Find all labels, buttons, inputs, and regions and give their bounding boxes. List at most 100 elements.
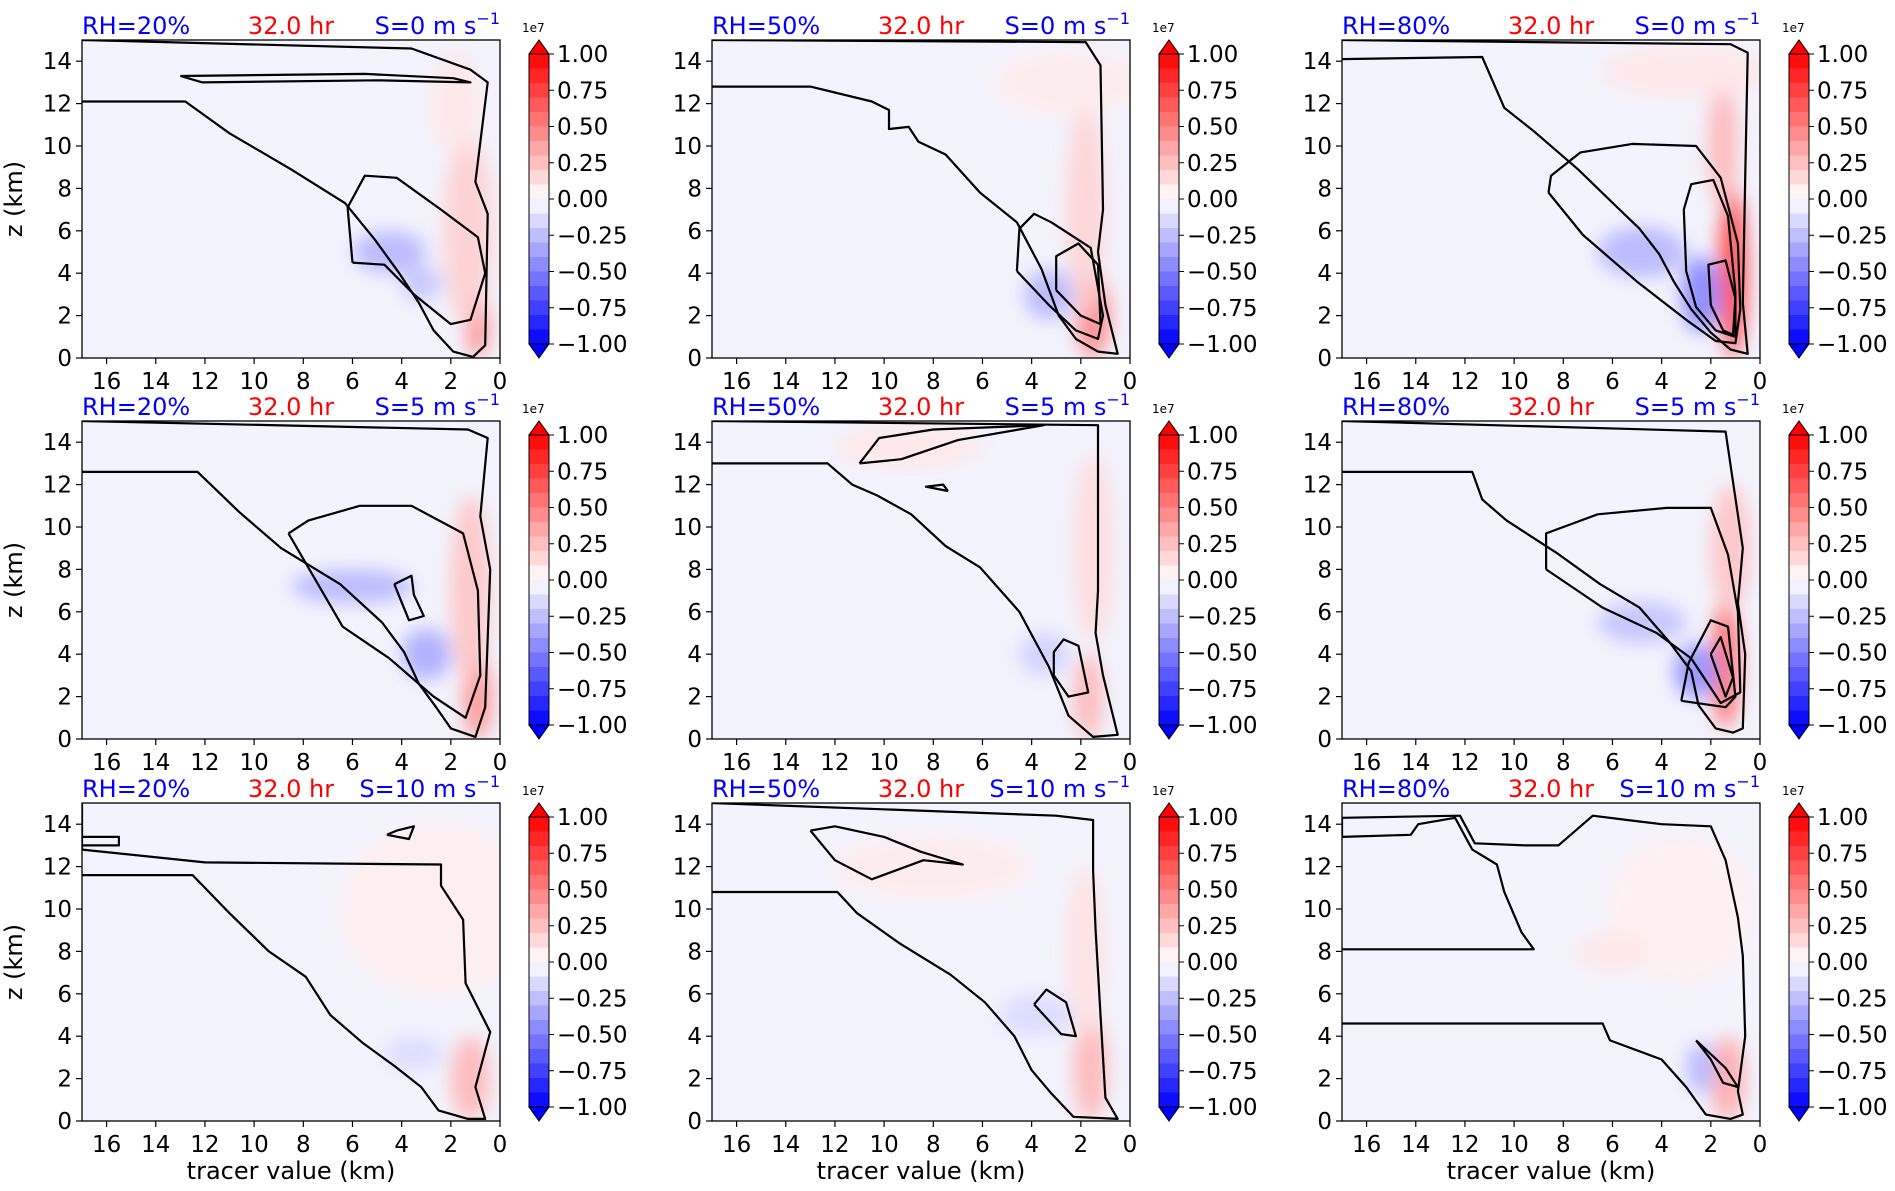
x-tick-label: 8: [926, 1132, 941, 1158]
colorbar-band: [529, 228, 549, 244]
x-tick-label: 12: [190, 1132, 219, 1158]
x-tick-label: 2: [444, 750, 459, 776]
x-tick-label: 0: [1123, 750, 1138, 776]
colorbar-band: [529, 580, 549, 596]
field-blob: [999, 993, 1074, 1037]
colorbar-tick-label: −0.75: [1817, 296, 1887, 322]
x-tick-label: 8: [926, 750, 941, 776]
colorbar-band: [529, 54, 549, 70]
x-tick-label: 0: [1123, 369, 1138, 395]
shear-exponent: −1: [1736, 9, 1760, 28]
x-tick-label: 2: [1704, 1132, 1719, 1158]
colorbar-multiplier: 1e7: [1152, 402, 1175, 416]
y-tick-label: 4: [1317, 642, 1332, 668]
colorbar: 1.00 0.75 0.50 0.25 0.00 −0.25 −0.50 −0.75 −1.00…: [522, 402, 627, 740]
panel-7: 16 14 12 10 8 6 4 2 0 0 2 4 6 8 10 12 14 RH=20% 32.0 hr S=1…: [0, 772, 627, 1185]
x-tick-label: 4: [1654, 369, 1669, 395]
panel-rh-label: RH=80%: [1342, 393, 1450, 421]
panel-rh-label: RH=80%: [1342, 775, 1450, 803]
colorbar-band: [1789, 68, 1809, 84]
y-tick-label: 6: [57, 600, 72, 626]
panel-time-label: 32.0 hr: [248, 775, 334, 803]
x-tick-label: 10: [239, 1132, 268, 1158]
colorbar-band: [1159, 551, 1179, 567]
y-tick-label: 0: [1317, 346, 1332, 372]
x-tick-label: 14: [141, 369, 170, 395]
contour-inner: [1695, 1039, 1739, 1089]
colorbar-tick-label: 0.25: [1187, 914, 1238, 940]
colorbar: 1.00 0.75 0.50 0.25 0.00 −0.25 −0.50 −0.75 −1.00…: [1782, 402, 1887, 740]
colorbar-tick-label: 0.75: [557, 78, 608, 104]
colorbar-tick-label: −0.25: [1187, 986, 1257, 1012]
contour-lines: [1342, 40, 1749, 355]
colorbar-band: [529, 889, 549, 905]
x-tick-label: 8: [926, 369, 941, 395]
colorbar-band: [1159, 213, 1179, 229]
y-tick-label: 8: [687, 557, 702, 583]
panel-shear-label: S=10 m s−1: [359, 772, 500, 803]
x-tick-label: 2: [444, 369, 459, 395]
colorbar-tick-label: −0.50: [557, 641, 627, 667]
contour-inner: [1052, 638, 1090, 698]
contour-lines: [82, 40, 489, 358]
x-tick-label: 12: [190, 369, 219, 395]
colorbar-extend-min: [1788, 343, 1810, 359]
colorbar-tick-label: −0.25: [1817, 604, 1887, 630]
contour-inner: [1033, 988, 1077, 1038]
colorbar-tick-label: −0.75: [557, 1059, 627, 1085]
colorbar-band: [1159, 286, 1179, 302]
panel-time-label: 32.0 hr: [878, 775, 964, 803]
colorbar-tick-label: −0.75: [557, 677, 627, 703]
shear-exponent: −1: [476, 390, 500, 409]
colorbar-band: [1159, 594, 1179, 610]
colorbar-band: [1789, 213, 1809, 229]
colorbar-band: [529, 478, 549, 494]
x-tick-label: 10: [869, 750, 898, 776]
colorbar-band: [529, 594, 549, 610]
colorbar-band: [1159, 565, 1179, 581]
colorbar-band: [529, 329, 549, 345]
colorbar-band: [1789, 242, 1809, 258]
field-blob: [1019, 633, 1069, 676]
plot-frame: [1341, 39, 1761, 359]
colorbar-tick-label: 1.00: [1187, 805, 1238, 831]
contour-outer: [1342, 421, 1747, 734]
colorbar-tick-label: −0.75: [1817, 677, 1887, 703]
colorbar-band: [1789, 155, 1809, 171]
colorbar-band: [1789, 228, 1809, 244]
y-tick-label: 6: [1317, 600, 1332, 626]
shear-exponent: −1: [1106, 9, 1130, 28]
colorbar-band: [529, 493, 549, 509]
colorbar-band: [529, 435, 549, 451]
colorbar-extend-max: [1158, 420, 1180, 436]
colorbar-tick-label: 0.00: [1817, 187, 1868, 213]
colorbar-band: [1789, 976, 1809, 992]
colorbar-band: [529, 449, 549, 465]
y-tick-label: 2: [687, 1067, 702, 1093]
shear-exponent: −1: [1106, 390, 1130, 409]
colorbar-band: [1789, 1049, 1809, 1065]
colorbar-tick-label: 0.25: [557, 532, 608, 558]
x-tick-label: 16: [722, 1132, 751, 1158]
panel-time-label: 32.0 hr: [878, 393, 964, 421]
colorbar-multiplier: 1e7: [1782, 402, 1805, 416]
colorbar-band: [1789, 875, 1809, 891]
colorbar-band: [529, 638, 549, 654]
colorbar-band: [529, 126, 549, 142]
field-layer: [352, 50, 493, 358]
colorbar-band: [529, 1049, 549, 1065]
colorbar-band: [1159, 228, 1179, 244]
colorbar-band: [1789, 300, 1809, 316]
colorbar-band: [1159, 638, 1179, 654]
colorbar-multiplier: 1e7: [1782, 21, 1805, 35]
plot-frame: [1341, 802, 1761, 1122]
contour-inner: [1055, 242, 1102, 326]
colorbar-tick-label: −0.50: [1187, 1023, 1257, 1049]
colorbar-band: [1789, 1092, 1809, 1108]
y-tick-label: 6: [687, 600, 702, 626]
panel-rh-label: RH=20%: [82, 775, 190, 803]
panel-time-label: 32.0 hr: [878, 12, 964, 40]
colorbar-band: [1789, 257, 1809, 273]
shear-text: S=10 m s: [359, 775, 476, 803]
contour-inner: [1547, 142, 1742, 345]
